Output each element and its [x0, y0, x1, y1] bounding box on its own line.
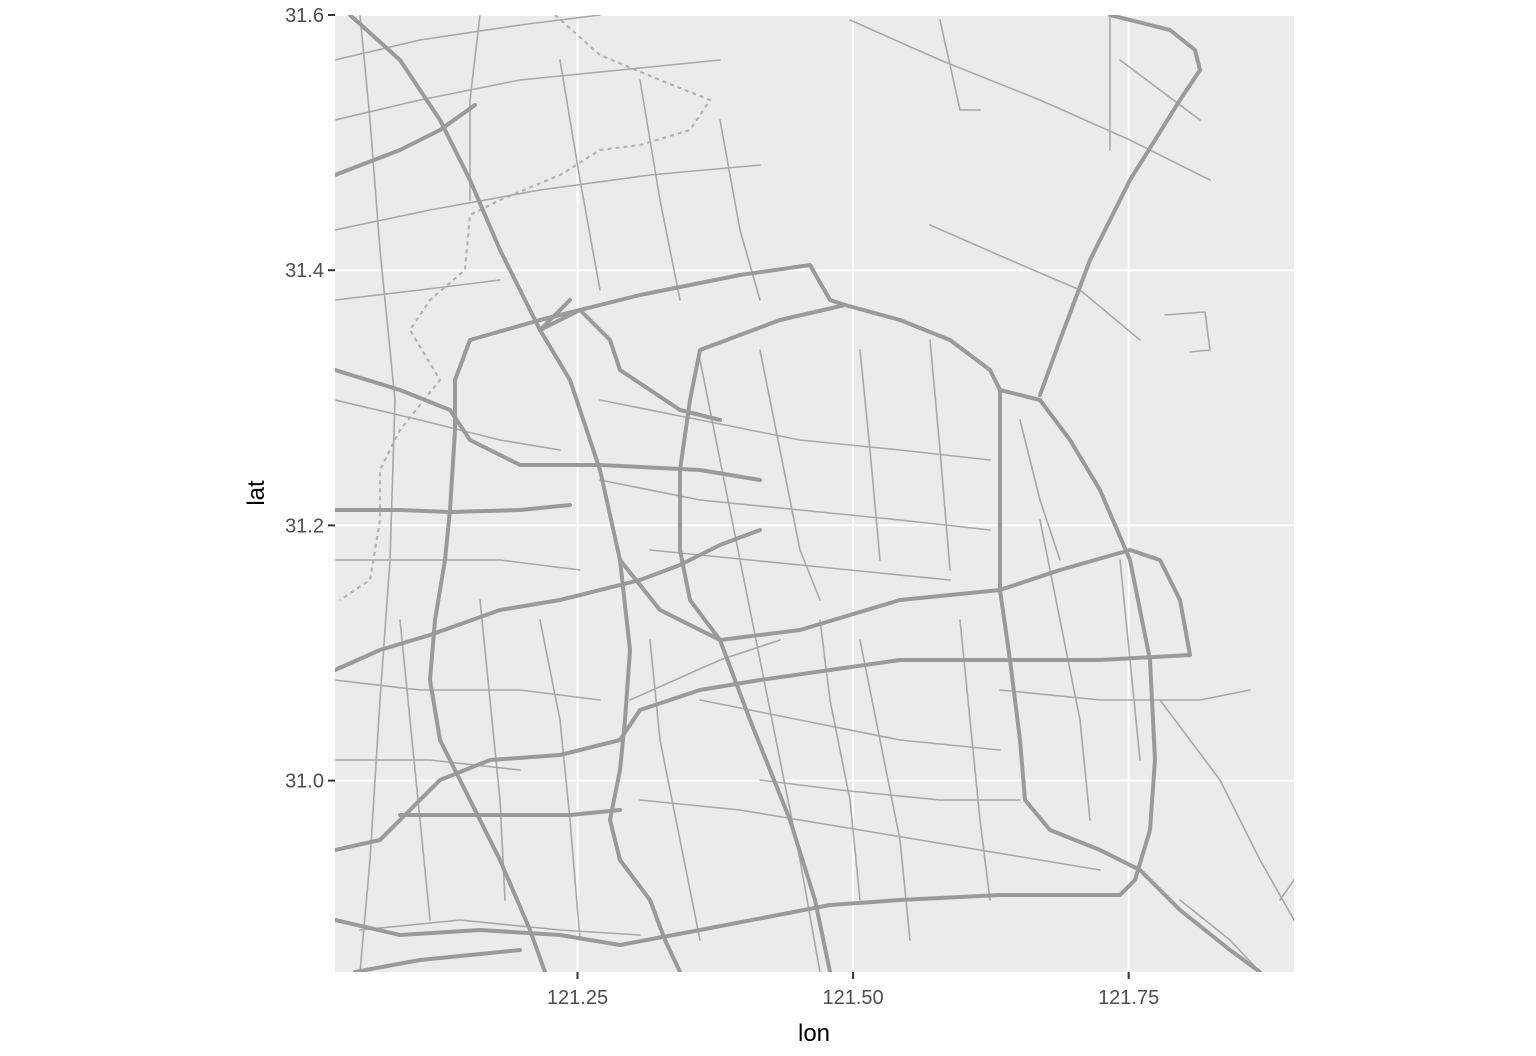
district-boundary: [339, 15, 712, 601]
major-roads: [335, 15, 1262, 972]
y-axis-title: lat: [243, 480, 270, 506]
road-network: [335, 15, 1294, 972]
y-tick-label: 31.2: [285, 515, 324, 537]
x-axis-ticks: 121.25 121.50 121.75: [547, 972, 1159, 1009]
minor-roads: [335, 15, 1294, 972]
x-axis-title: lon: [798, 1020, 830, 1047]
y-tick-label: 31.0: [285, 771, 324, 793]
y-axis-ticks: 31.0 31.2 31.4 31.6: [285, 5, 335, 793]
x-tick-label: 121.25: [547, 987, 608, 1009]
x-tick-label: 121.75: [1098, 987, 1159, 1009]
y-tick-label: 31.4: [285, 260, 324, 282]
y-tick-label: 31.6: [285, 5, 324, 27]
x-tick-label: 121.50: [822, 987, 883, 1009]
